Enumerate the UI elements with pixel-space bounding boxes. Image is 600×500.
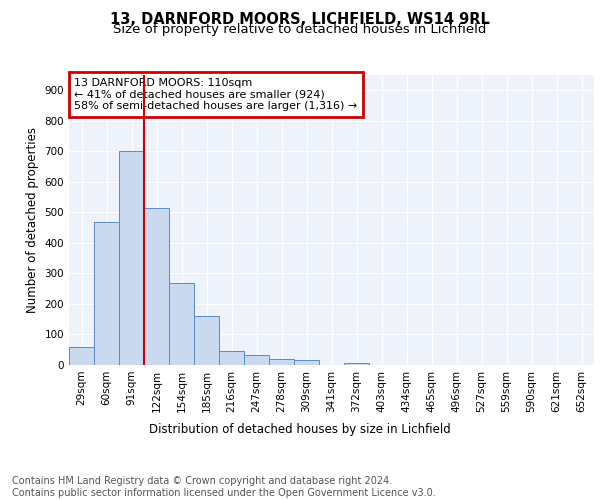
Bar: [269, 359, 294, 365]
Text: 13, DARNFORD MOORS, LICHFIELD, WS14 9RL: 13, DARNFORD MOORS, LICHFIELD, WS14 9RL: [110, 12, 490, 28]
Bar: [69, 346, 94, 365]
Bar: [94, 222, 119, 365]
Bar: [344, 362, 369, 365]
Bar: [169, 284, 194, 365]
Bar: [244, 355, 269, 365]
Y-axis label: Number of detached properties: Number of detached properties: [26, 127, 39, 313]
Text: Contains HM Land Registry data © Crown copyright and database right 2024.
Contai: Contains HM Land Registry data © Crown c…: [12, 476, 436, 498]
Bar: [119, 152, 144, 365]
Text: 13 DARNFORD MOORS: 110sqm
← 41% of detached houses are smaller (924)
58% of semi: 13 DARNFORD MOORS: 110sqm ← 41% of detac…: [74, 78, 358, 111]
Text: Distribution of detached houses by size in Lichfield: Distribution of detached houses by size …: [149, 422, 451, 436]
Bar: [144, 208, 169, 365]
Bar: [194, 316, 219, 365]
Bar: [294, 360, 319, 365]
Bar: [219, 350, 244, 365]
Text: Size of property relative to detached houses in Lichfield: Size of property relative to detached ho…: [113, 24, 487, 36]
